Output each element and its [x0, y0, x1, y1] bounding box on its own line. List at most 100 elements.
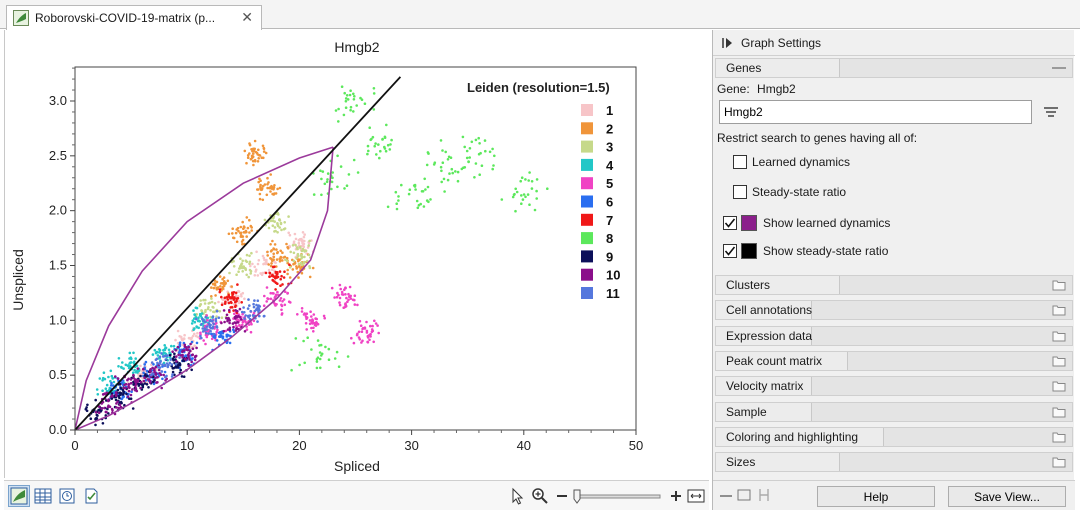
show-learned-dynamics-row[interactable]: Show learned dynamics — [723, 215, 890, 231]
data-point — [346, 355, 350, 358]
zoom-in-plus-icon[interactable] — [666, 486, 686, 506]
graph-settings-header[interactable]: Graph Settings — [713, 30, 1075, 56]
data-point — [514, 209, 517, 213]
data-point — [142, 379, 146, 383]
data-point — [223, 302, 227, 305]
data-point — [285, 256, 289, 260]
data-point — [484, 149, 487, 153]
save-view-button[interactable]: Save View... — [948, 486, 1066, 507]
collapse-panel-icon[interactable] — [721, 36, 735, 50]
data-point — [352, 92, 355, 96]
show-learned-dynamics-checkbox[interactable] — [723, 216, 737, 230]
data-point — [367, 149, 370, 153]
section-peak-count-matrix[interactable]: Peak count matrix — [715, 350, 1073, 371]
data-point — [193, 320, 197, 324]
folder-icon[interactable] — [1052, 431, 1066, 443]
data-point — [261, 254, 265, 258]
zoom-in-icon[interactable] — [530, 486, 550, 506]
selection-mode-icon[interactable] — [508, 486, 528, 506]
section-cell-annotations[interactable]: Cell annotations — [715, 300, 1073, 321]
data-point — [280, 313, 284, 316]
data-point — [184, 346, 188, 349]
legend-swatch — [581, 177, 593, 190]
show-steady-state-row[interactable]: Show steady-state ratio — [723, 243, 888, 259]
report-view-icon[interactable] — [80, 485, 102, 507]
section-sample[interactable]: Sample — [715, 401, 1073, 422]
data-point — [171, 357, 175, 361]
data-point — [295, 266, 299, 270]
folder-icon[interactable] — [1052, 406, 1066, 418]
collapse-section-icon[interactable] — [1052, 67, 1066, 69]
data-point — [285, 259, 289, 263]
zoom-slider[interactable] — [570, 486, 664, 506]
data-point — [234, 329, 238, 332]
data-point — [107, 375, 110, 379]
folder-icon[interactable] — [1052, 330, 1066, 342]
expand-all-icon[interactable] — [737, 488, 751, 501]
folder-icon[interactable] — [1052, 304, 1066, 316]
section-genes[interactable]: Genes — [715, 58, 1073, 78]
data-point — [407, 192, 411, 196]
learned-dynamics-color-swatch[interactable] — [741, 215, 757, 231]
data-point — [227, 295, 230, 298]
data-point — [200, 312, 204, 315]
steady-state-checkbox[interactable] — [733, 185, 747, 199]
data-point — [311, 322, 314, 325]
folder-icon[interactable] — [1052, 380, 1066, 392]
steady-state-filter[interactable]: Steady-state ratio — [733, 185, 846, 199]
gene-search-input[interactable] — [719, 100, 1032, 124]
data-point — [310, 315, 313, 318]
history-view-icon[interactable] — [56, 485, 78, 507]
data-point — [474, 138, 478, 142]
editor-tab[interactable]: Roborovski-COVID-19-matrix (p... ✕ — [6, 5, 262, 30]
data-point — [250, 251, 253, 255]
data-point — [240, 301, 243, 304]
section-sizes[interactable]: Sizes — [715, 452, 1073, 473]
data-point — [242, 231, 246, 234]
data-point — [260, 156, 263, 159]
data-point — [174, 363, 178, 366]
data-point — [456, 179, 460, 183]
collapse-all-icon[interactable] — [719, 491, 733, 501]
data-point — [308, 265, 311, 268]
data-point — [152, 372, 155, 376]
data-point — [191, 334, 195, 338]
data-point — [218, 288, 222, 291]
zoom-out-icon[interactable] — [552, 486, 572, 506]
steady-state-color-swatch[interactable] — [741, 243, 757, 259]
learned-dynamics-checkbox[interactable] — [733, 155, 747, 169]
data-point — [315, 360, 319, 363]
show-steady-state-checkbox[interactable] — [723, 244, 737, 258]
section-velocity-matrix[interactable]: Velocity matrix — [715, 376, 1073, 397]
legend-label: 1 — [606, 103, 613, 118]
section-coloring-and-highlighting[interactable]: Coloring and highlighting — [715, 426, 1073, 447]
data-point — [348, 294, 352, 298]
data-point — [220, 295, 223, 299]
close-tab-icon[interactable]: ✕ — [241, 9, 253, 25]
data-point — [386, 143, 390, 147]
data-point — [200, 309, 203, 312]
help-button[interactable]: Help — [817, 486, 935, 507]
float-panel-icon[interactable] — [757, 488, 771, 502]
data-point — [248, 254, 251, 258]
data-point — [335, 295, 339, 299]
table-view-icon[interactable] — [32, 485, 54, 507]
learned-dynamics-filter[interactable]: Learned dynamics — [733, 155, 850, 169]
data-point — [358, 319, 362, 323]
side-panel: Graph Settings Genes Gene: Hmgb2 Restric… — [712, 30, 1075, 510]
fit-width-icon[interactable] — [686, 486, 706, 506]
scatter-plot[interactable]: Hmgb2 0 10 20 30 40 50 0.00.51.01.52.02.53.0 … — [5, 30, 710, 478]
data-point — [228, 271, 231, 275]
data-point — [240, 318, 243, 321]
gene-list-menu-icon[interactable] — [1043, 105, 1059, 119]
data-point — [181, 350, 184, 354]
fitted-curves — [74, 76, 402, 431]
folder-icon[interactable] — [1052, 456, 1066, 468]
data-point — [281, 251, 284, 254]
section-expression-data[interactable]: Expression data — [715, 325, 1073, 346]
graph-view-icon[interactable] — [8, 485, 30, 507]
data-point — [477, 136, 481, 140]
section-clusters[interactable]: Clusters — [715, 275, 1073, 295]
folder-icon[interactable] — [1052, 355, 1066, 367]
folder-icon[interactable] — [1052, 279, 1066, 291]
